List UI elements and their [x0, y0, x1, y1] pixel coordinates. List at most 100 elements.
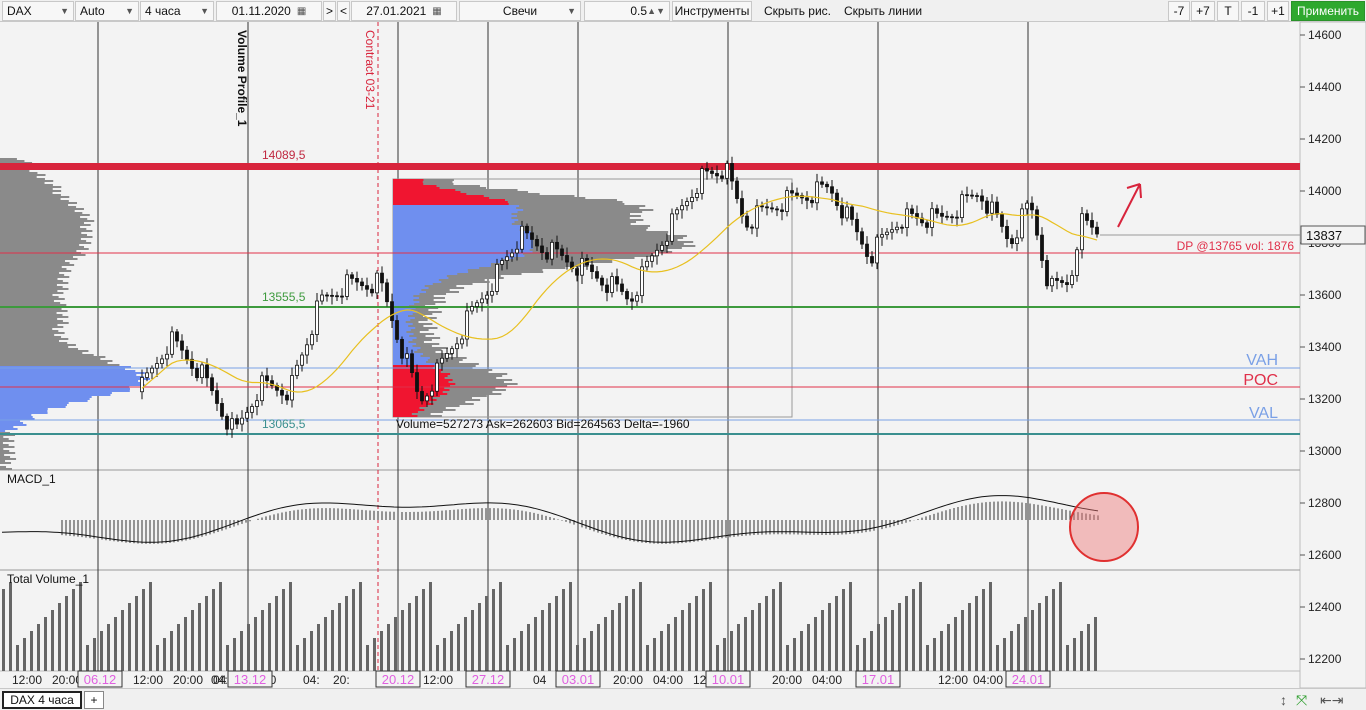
- up-arrow-annotation[interactable]: [1117, 183, 1142, 228]
- circle-annotation[interactable]: [1069, 492, 1139, 562]
- profile-row: [0, 458, 17, 460]
- candle-body: [970, 194, 974, 197]
- plus-1-button[interactable]: +1: [1267, 1, 1289, 21]
- profile-row-delta: [393, 313, 413, 315]
- chart-canvas[interactable]: 1460014400142001400013800136001340013200…: [0, 22, 1366, 688]
- candle-body: [230, 418, 234, 430]
- profile-row: [0, 368, 126, 370]
- profile-row: [0, 270, 72, 272]
- arrows-vertical-icon[interactable]: ↕: [1280, 692, 1287, 708]
- tools-button[interactable]: Инструменты: [672, 1, 752, 21]
- volume-bar: [366, 645, 369, 671]
- volume-bar: [233, 638, 236, 671]
- minus-1-button[interactable]: -1: [1241, 1, 1265, 21]
- profile-row: [0, 408, 48, 410]
- candle-body: [675, 209, 679, 215]
- candle-body: [365, 285, 369, 290]
- volume-bar: [639, 582, 642, 671]
- volume-bar: [807, 624, 810, 671]
- add-tab-button[interactable]: +: [84, 691, 104, 709]
- candle-body: [535, 239, 539, 247]
- profile-row-delta: [393, 219, 519, 221]
- fullscreen-icon[interactable]: ⤧: [1296, 692, 1308, 708]
- profile-row: [0, 406, 66, 408]
- date-label: 06.12: [84, 672, 117, 687]
- apply-button[interactable]: Применить: [1291, 1, 1365, 21]
- candle-body: [640, 266, 644, 297]
- candle-body: [870, 256, 874, 264]
- candle-body: [380, 272, 384, 284]
- scale-select[interactable]: Auto ▼: [75, 1, 139, 21]
- profile-row-delta: [393, 243, 533, 245]
- volume-bar: [37, 624, 40, 671]
- candle-body: [170, 331, 174, 355]
- profile-row: [0, 314, 63, 316]
- candle-body: [650, 255, 654, 262]
- profile-row: [0, 364, 120, 366]
- time-label: 20:00: [52, 673, 82, 687]
- profile-row: [0, 350, 89, 352]
- time-label: 20:00: [613, 673, 643, 687]
- nav-back-button[interactable]: <: [337, 1, 350, 21]
- candle-body: [975, 195, 979, 197]
- profile-row-delta: [393, 271, 469, 273]
- arrows-horizontal-icon[interactable]: ⇤⇥: [1320, 692, 1344, 708]
- tab-dax-4h[interactable]: DAX 4 часа: [2, 691, 82, 709]
- volume-bar: [555, 596, 558, 671]
- candle-body: [1095, 226, 1099, 235]
- profile-row-delta: [393, 275, 447, 277]
- volume-bar: [674, 617, 677, 671]
- nav-forward-button[interactable]: >: [323, 1, 336, 21]
- profile-row-delta: [393, 199, 505, 201]
- timeframe-select[interactable]: 4 часа ▼: [140, 1, 214, 21]
- profile-row: [0, 292, 64, 294]
- profile-row: [0, 384, 145, 386]
- candle-body: [1000, 213, 1004, 227]
- profile-row: [0, 466, 7, 468]
- profile-row-delta: [393, 209, 524, 211]
- date-from-field[interactable]: 01.11.2020 ▦: [216, 1, 322, 21]
- price-axis[interactable]: [1299, 22, 1366, 688]
- candle-body: [900, 226, 904, 229]
- resistance-level-14089: [0, 163, 1300, 170]
- volume-bar: [450, 631, 453, 671]
- profile-row: [0, 400, 88, 402]
- candle-body: [865, 243, 869, 257]
- hide-lines-button[interactable]: Скрыть линии: [840, 1, 926, 21]
- volume-bar: [646, 645, 649, 671]
- candle-body: [785, 190, 789, 212]
- calendar-icon[interactable]: ▦: [296, 5, 307, 17]
- candle-body: [500, 260, 504, 265]
- minus-7-button[interactable]: -7: [1168, 1, 1190, 21]
- calendar-icon[interactable]: ▦: [432, 5, 442, 17]
- t-button[interactable]: T: [1217, 1, 1239, 21]
- volume-bar: [1038, 603, 1041, 671]
- date-label: 20.12: [382, 672, 415, 687]
- volume-bar: [821, 610, 824, 671]
- volume-bar: [163, 638, 166, 671]
- profile-row-delta: [393, 397, 433, 399]
- candle-body: [445, 353, 449, 359]
- date-label-box: [77, 670, 123, 688]
- volume-bar: [989, 582, 992, 671]
- date-to-field[interactable]: 27.01.2021 ▦: [351, 1, 457, 21]
- symbol-select[interactable]: DAX ▼: [2, 1, 74, 21]
- chart-type-select[interactable]: Свечи ▼: [459, 1, 581, 21]
- time-labels: 12:0020:0004:12:0020:0004:000004:20:12:0…: [12, 670, 1051, 688]
- profile-row-delta: [393, 401, 430, 403]
- chart-area[interactable]: 1460014400142001400013800136001340013200…: [0, 22, 1366, 688]
- hide-drawings-button[interactable]: Скрыть рис.: [760, 1, 835, 21]
- candle-body: [530, 232, 534, 240]
- volume-bar: [478, 603, 481, 671]
- profile-row: [0, 176, 37, 178]
- profile-row-delta: [393, 193, 467, 195]
- profile-row-delta: [393, 239, 533, 241]
- candle-body: [515, 248, 519, 254]
- step-spinner[interactable]: 0.5 ▲▼: [584, 1, 670, 21]
- profile-row-delta: [393, 283, 433, 285]
- volume-profile-left: [0, 158, 151, 470]
- profile-row: [0, 218, 88, 220]
- volume-bar: [996, 645, 999, 671]
- plus-7-button[interactable]: +7: [1191, 1, 1215, 21]
- candle-body: [450, 348, 454, 354]
